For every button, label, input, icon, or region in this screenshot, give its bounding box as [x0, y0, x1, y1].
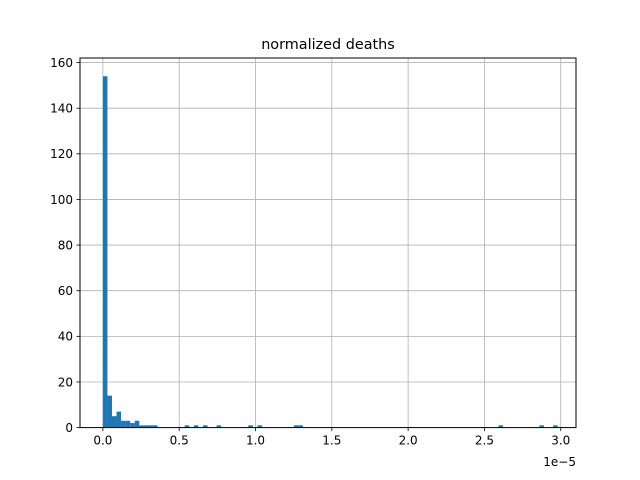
histogram-bar-1	[107, 395, 112, 428]
x-tick-label-1: 0.5	[170, 434, 189, 448]
x-axis-offset-label: 1e−5	[543, 455, 576, 469]
histogram-bar-17	[257, 425, 263, 428]
y-tick-label-3: 60	[58, 284, 73, 298]
y-tick-label-1: 20	[58, 375, 73, 389]
x-tick-label-2: 1.0	[246, 434, 265, 448]
histogram-bar-12	[184, 425, 190, 428]
histogram-bar-9	[143, 425, 149, 428]
y-tick-label-8: 160	[50, 56, 73, 70]
histogram-bar-15	[216, 425, 222, 428]
bars-layer	[102, 76, 558, 428]
histogram-bar-8	[139, 425, 144, 428]
histogram-bar-22	[553, 425, 558, 428]
y-tick-label-4: 80	[58, 238, 73, 252]
histogram-bar-14	[203, 425, 208, 428]
histogram-bar-5	[125, 420, 131, 428]
histogram-bar-10	[148, 425, 153, 428]
histogram-bar-19	[298, 425, 303, 428]
histogram-bar-11	[152, 425, 158, 428]
y-tick-label-7: 140	[50, 101, 73, 115]
chart-title: normalized deaths	[261, 37, 395, 53]
histogram-bar-2	[111, 416, 117, 428]
ticks-layer: 0.0 0.5 1.0 1.5 2.0 2.5 3.0 0 20 40 60 80 100 120 140 1…	[50, 56, 570, 448]
histogram-bar-3	[116, 411, 122, 428]
y-tick-label-5: 100	[50, 193, 73, 207]
y-tick-label-2: 40	[58, 330, 73, 344]
histogram-bar-20	[498, 425, 504, 428]
histogram-bar-4	[121, 420, 126, 428]
plot-frame	[79, 57, 577, 429]
x-tick-label-4: 2.0	[399, 434, 418, 448]
y-tick-label-6: 120	[50, 147, 73, 161]
y-tick-label-0: 0	[65, 421, 73, 435]
x-tick-label-6: 3.0	[551, 434, 570, 448]
histogram-bar-13	[193, 425, 199, 428]
histogram-bar-16	[248, 425, 253, 428]
histogram-bar-18	[293, 425, 299, 428]
histogram-bar-0	[102, 76, 108, 428]
histogram-bar-7	[134, 420, 140, 428]
x-tick-label-0: 0.0	[93, 434, 112, 448]
grid-layer	[80, 58, 576, 429]
x-tick-label-5: 2.5	[475, 434, 494, 448]
x-tick-label-3: 1.5	[322, 434, 341, 448]
histogram-bar-21	[539, 425, 544, 428]
histogram-bar-6	[130, 423, 135, 428]
